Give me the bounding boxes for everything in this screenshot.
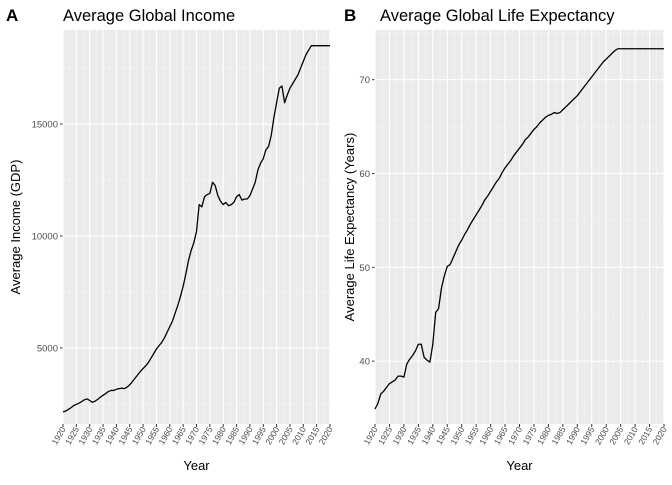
x-tick-label: 2005 xyxy=(607,425,625,447)
x-tick-label: 1935 xyxy=(405,425,423,447)
y-tick-label: 15000 xyxy=(32,120,58,131)
x-tick-label: 2020 xyxy=(651,425,669,447)
x-tick-label: 1940 xyxy=(419,425,437,447)
chart-title: Average Global Income xyxy=(63,7,235,25)
y-tick-label: 50 xyxy=(359,263,370,274)
x-tick-label: 1990 xyxy=(564,425,582,447)
y-axis-label: Average Income (GDP) xyxy=(8,160,23,295)
y-tick-label: 70 xyxy=(359,75,370,86)
series-line xyxy=(62,45,330,413)
x-axis-label: Year xyxy=(506,458,533,473)
x-tick-label: 1980 xyxy=(535,425,553,447)
x-tick-label: 1985 xyxy=(549,425,567,447)
x-tick-label: 2015 xyxy=(636,425,654,447)
chart-title: Average Global Life Expectancy xyxy=(380,7,615,25)
y-axis-label: Average Life Expectancy (Years) xyxy=(342,133,357,322)
y-tick-label: 40 xyxy=(359,357,370,368)
x-tick-label: 1960 xyxy=(477,425,495,447)
panel-tag: B xyxy=(344,6,356,25)
y-tick-label: 10000 xyxy=(32,231,58,242)
series-line xyxy=(374,48,664,410)
x-tick-label: 2010 xyxy=(622,425,640,447)
panel-tag: A xyxy=(6,6,18,25)
x-tick-label: 1930 xyxy=(391,425,409,447)
x-tick-label: 2020 xyxy=(317,425,335,447)
x-tick-label: 1955 xyxy=(463,425,481,447)
y-tick-label: 5000 xyxy=(37,343,58,354)
panel-life-expectancy: 4050607019201925193019351940194519501955… xyxy=(342,6,669,473)
y-tick-label: 60 xyxy=(359,169,370,180)
x-axis-label: Year xyxy=(183,458,210,473)
panel-income: 5000100001500019201925193019351940194519… xyxy=(6,6,335,473)
x-tick-label: 1965 xyxy=(492,425,510,447)
